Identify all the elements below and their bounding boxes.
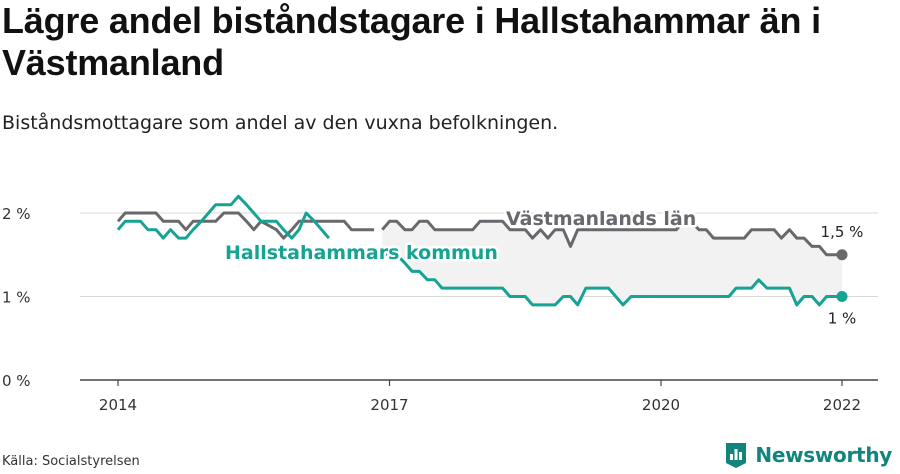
source-note: Källa: Socialstyrelsen <box>2 454 140 469</box>
series-line <box>116 194 331 240</box>
y-tick-label: 0 % <box>2 372 31 390</box>
series-end-dot <box>836 291 848 302</box>
series-line <box>116 211 375 240</box>
y-tick-label: 1 % <box>2 289 31 307</box>
x-tick-label: 2020 <box>642 396 680 414</box>
series-end-label: 1,5 % <box>821 223 864 241</box>
series-line <box>382 253 842 307</box>
series-name-label: Västmanlands län <box>506 208 696 230</box>
chart-subtitle: Biståndsmottagare som andel av den vuxna… <box>2 112 559 134</box>
grid-lines <box>80 212 878 297</box>
brand-name: Newsworthy <box>755 443 892 467</box>
series-lines <box>116 194 848 307</box>
series-end-label: 1 % <box>828 310 857 328</box>
line-chart: 0 % 1 % 2 % 2014 2017 2020 2022 1,5 % 1 % Västman… <box>2 194 878 414</box>
x-tick-label: 2014 <box>99 396 137 414</box>
y-tick-label: 2 % <box>2 205 31 223</box>
x-tick-label: 2017 <box>370 396 408 414</box>
x-tick-label: 2022 <box>823 396 861 414</box>
newsworthy-logo[interactable]: Newsworthy <box>724 441 892 469</box>
series-name-label: Hallstahammars kommun <box>225 242 498 264</box>
series-line <box>381 219 842 257</box>
difference-area <box>382 221 842 305</box>
axes <box>80 379 878 386</box>
chart-title: Lägre andel biståndstagare i Hallstahamm… <box>2 0 821 83</box>
newsworthy-logo-icon <box>726 443 747 468</box>
series-end-dot <box>836 249 848 261</box>
chart-labels: 0 % 1 % 2 % 2014 2017 2020 2022 1,5 % 1 % Västman… <box>2 205 863 414</box>
